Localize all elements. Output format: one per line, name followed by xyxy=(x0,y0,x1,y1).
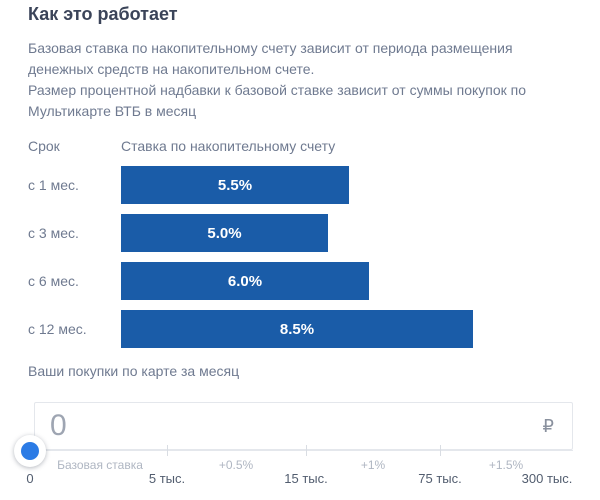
slider-handle-dot xyxy=(21,442,39,460)
slider-tick-label: 300 тыс. xyxy=(521,471,573,486)
slider-segment-label: Базовая ставка xyxy=(57,458,143,472)
chart-row: с 6 мес. 6.0% xyxy=(0,262,600,300)
slider-tick-label: 5 тыс. xyxy=(148,471,186,486)
purchase-amount-input[interactable]: 0 ₽ xyxy=(34,402,573,450)
column-header-term: Срок xyxy=(28,138,60,154)
term-label: с 12 мес. xyxy=(28,321,87,337)
slider-handle[interactable] xyxy=(14,435,46,467)
rate-value: 8.5% xyxy=(279,320,315,338)
rate-value: 5.0% xyxy=(207,224,242,242)
slider-segment-label: +1.5% xyxy=(488,458,524,472)
description-paragraph-1: Базовая ставка по накопительному счету з… xyxy=(28,40,513,77)
rate-bar: 6.0% xyxy=(121,262,369,300)
chart-row: с 12 мес. 8.5% xyxy=(0,310,600,348)
slider-tick xyxy=(167,445,168,456)
slider-track[interactable] xyxy=(34,450,573,451)
purchases-label: Ваши покупки по карте за месяц xyxy=(28,363,240,379)
page-title: Как это работает xyxy=(28,4,178,24)
term-label: с 3 мес. xyxy=(28,225,79,241)
chart-row: с 3 мес. 5.0% xyxy=(0,214,600,252)
rate-bar: 8.5% xyxy=(121,310,473,348)
term-label: с 6 мес. xyxy=(28,273,79,289)
column-header-rate: Ставка по накопительному счету xyxy=(121,138,336,154)
slider-tick xyxy=(440,445,441,456)
slider-segment-label: +0.5% xyxy=(218,458,254,472)
slider-tick xyxy=(306,445,307,456)
rate-bar: 5.5% xyxy=(121,166,349,204)
slider-tick-label: 15 тыс. xyxy=(284,471,328,486)
ruble-currency-icon: ₽ xyxy=(542,416,554,436)
rate-value: 5.5% xyxy=(217,176,253,194)
description-paragraph-2: Размер процентной надбавки к базовой ста… xyxy=(28,82,527,119)
rate-value: 6.0% xyxy=(227,272,263,290)
description: Базовая ставка по накопительному счету з… xyxy=(28,38,560,122)
rate-bar: 5.0% xyxy=(121,214,328,252)
slider-segment-label: +1% xyxy=(360,458,386,472)
chart-row: с 1 мес. 5.5% xyxy=(0,166,600,204)
slider-tick-label: 75 тыс. xyxy=(418,471,462,486)
slider-tick-label: 0 xyxy=(26,471,34,486)
amount-value: 0 xyxy=(50,409,67,442)
term-label: с 1 мес. xyxy=(28,177,79,193)
